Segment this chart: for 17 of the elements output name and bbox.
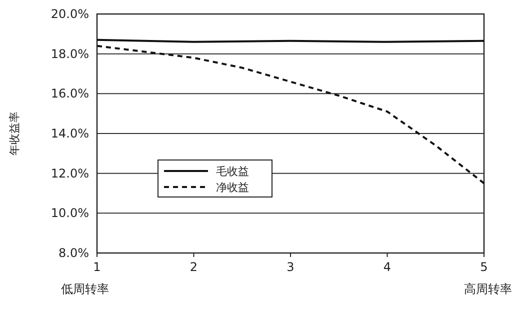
y-tick-label: 8.0%	[58, 246, 89, 260]
text: 低周转率	[61, 282, 109, 296]
x-tick-label: 5	[480, 260, 488, 274]
y-tick-label: 18.0%	[50, 46, 89, 61]
legend-label: 净收益	[216, 181, 249, 194]
x-tick-label: 3	[286, 260, 294, 274]
x-tick-label: 4	[383, 260, 392, 274]
y-tick-label: 10.0%	[50, 206, 89, 220]
y-tick-label: 14.0%	[50, 126, 89, 140]
y-tick-label: 12.0%	[50, 166, 89, 180]
legend-label: 毛收益	[216, 165, 249, 178]
y-tick-label: 16.0%	[50, 86, 89, 101]
text: 高周转率	[464, 282, 512, 296]
x-tick-label: 1	[93, 260, 101, 274]
y-axis-title: 年收益率	[8, 112, 21, 156]
x-tick-label: 2	[190, 260, 198, 274]
y-tick-label: 20.0%	[50, 7, 89, 21]
